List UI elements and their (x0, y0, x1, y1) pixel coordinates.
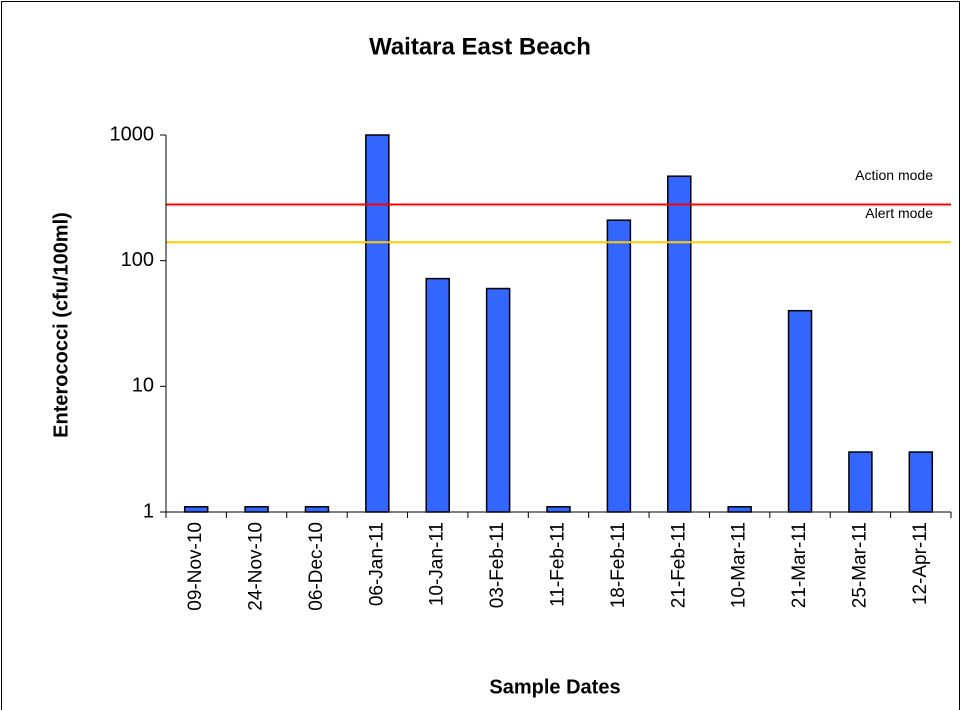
bar (183, 506, 209, 513)
x-tick-label: 11-Feb-11 (548, 522, 569, 607)
x-tick-label: 09-Nov-10 (185, 522, 206, 611)
y-axis-title: Enterococci (cfu/100ml) (50, 212, 72, 438)
x-tick-label: 18-Feb-11 (608, 522, 629, 608)
x-tick-label: 10-Jan-11 (427, 522, 448, 606)
y-tick-label: 1 (143, 500, 154, 522)
x-tick-label: 24-Nov-10 (246, 522, 267, 611)
reference-label: Alert mode (865, 205, 933, 221)
bar (908, 451, 934, 513)
reference-label: Action mode (855, 167, 933, 183)
chart-title: Waitara East Beach (369, 33, 591, 60)
bar (425, 277, 450, 513)
bar (546, 506, 571, 513)
bar (485, 287, 511, 513)
x-axis-title: Sample Dates (489, 676, 620, 698)
bar (787, 309, 813, 513)
y-tick-label: 10 (132, 375, 154, 397)
x-tick-label: 21-Mar-11 (789, 522, 810, 608)
bar (667, 175, 692, 513)
x-tick-label: 25-Mar-11 (849, 522, 870, 608)
bar (304, 506, 330, 513)
x-tick-label: 10-Mar-11 (729, 522, 750, 608)
bar (727, 506, 752, 513)
y-tick-label: 100 (121, 249, 154, 271)
x-tick-label: 06-Jan-11 (366, 522, 387, 606)
x-tick-label: 12-Apr-11 (910, 522, 931, 605)
bar (244, 506, 269, 513)
x-tick-label: 21-Feb-11 (668, 522, 689, 608)
y-tick-label: 1000 (110, 123, 155, 145)
bar (848, 451, 873, 513)
bar (606, 219, 632, 513)
x-tick-label: 03-Feb-11 (487, 522, 508, 608)
bar (365, 134, 390, 513)
x-tick-label: 06-Dec-10 (306, 522, 327, 611)
